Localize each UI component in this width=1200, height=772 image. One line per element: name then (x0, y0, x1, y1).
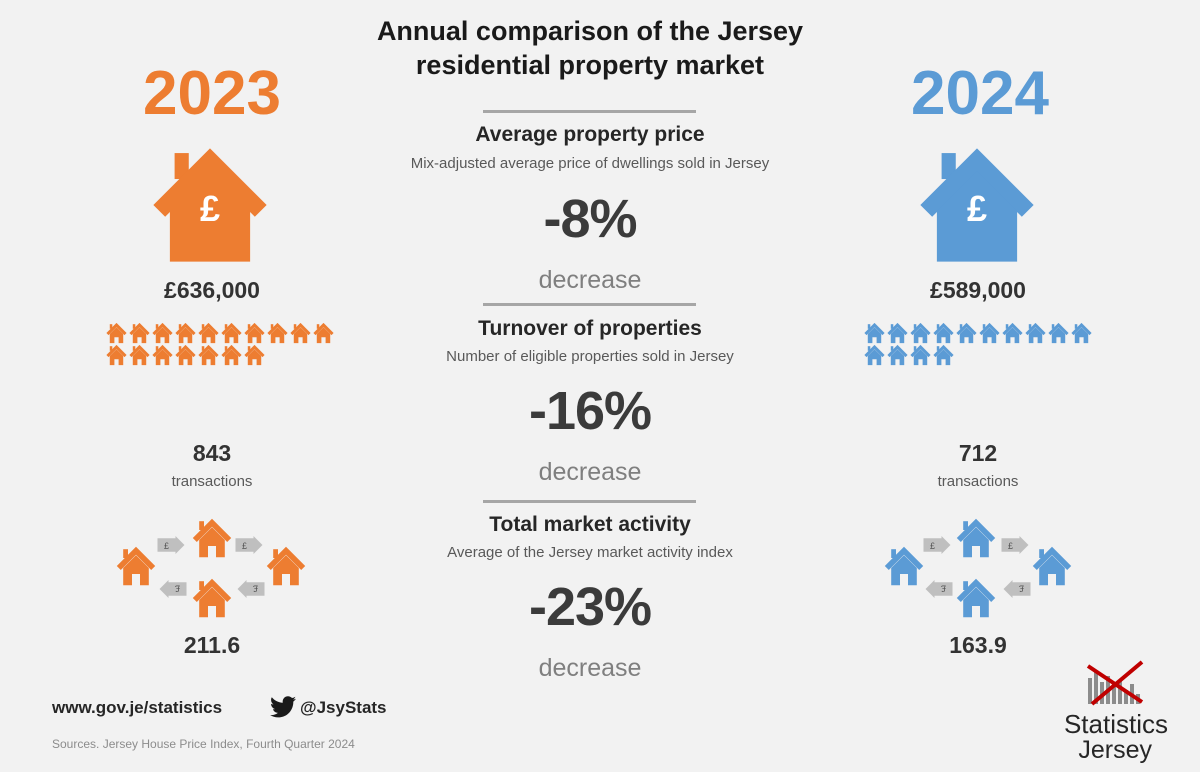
house-icon (1048, 322, 1069, 344)
year-2024: 2024 (911, 59, 1049, 128)
house-icon (106, 344, 127, 366)
money-arrow-icon (235, 536, 263, 554)
divider (483, 500, 696, 503)
money-arrow-icon (925, 580, 953, 598)
house-icon (192, 518, 232, 558)
section-subtitle-turnover: Number of eligible properties sold in Je… (446, 348, 734, 365)
house-icon (864, 322, 885, 344)
activity-value-2024: 163.9 (949, 632, 1007, 658)
transactions-pictogram-2024 (864, 322, 1104, 366)
market-activity-graphic-2024 (884, 518, 1072, 618)
logo-text-statistics: Statistics (1063, 709, 1168, 739)
sources-note: Sources. Jersey House Price Index, Fourt… (52, 737, 355, 751)
divider (483, 303, 696, 306)
money-arrow-icon (157, 536, 185, 554)
house-icon (1002, 322, 1023, 344)
money-arrow-icon (1003, 580, 1031, 598)
house-icon (244, 344, 265, 366)
price-2023: £636,000 (164, 277, 260, 303)
turnover-change-direction: decrease (538, 458, 642, 486)
section-heading-activity: Total market activity (489, 513, 691, 536)
house-icon (910, 322, 931, 344)
transactions-count-2023: 843 (192, 440, 232, 466)
price-change: -8% (543, 189, 637, 249)
twitter-handle-link[interactable]: @JsyStats (300, 698, 387, 717)
website-link[interactable]: www.gov.je/statistics (52, 698, 223, 717)
house-icon (106, 322, 127, 344)
house-icon (956, 518, 996, 558)
house-icon (244, 322, 265, 344)
house-icon (192, 578, 232, 618)
house-icon (198, 344, 219, 366)
house-icon (1071, 322, 1092, 344)
section-subtitle-price: Mix-adjusted average price of dwellings … (410, 155, 770, 172)
section-heading-turnover: Turnover of properties (478, 317, 702, 340)
house-icon (266, 546, 306, 586)
house-icon (221, 322, 242, 344)
house-icon (910, 344, 931, 366)
house-icon (1025, 322, 1046, 344)
price-2024: £589,000 (930, 277, 1026, 303)
market-activity-graphic-2023 (116, 518, 306, 618)
house-icon (887, 322, 908, 344)
house-icon (198, 322, 219, 344)
house-icon (933, 344, 954, 366)
pound-icon: £ (967, 188, 987, 229)
house-icon (887, 344, 908, 366)
statistics-jersey-logo (1086, 660, 1144, 706)
house-icon (1032, 546, 1072, 586)
transactions-count-2024: 712 (958, 440, 998, 466)
year-2023: 2023 (143, 59, 281, 128)
section-subtitle-activity: Average of the Jersey market activity in… (447, 544, 733, 561)
house-icon (116, 546, 156, 586)
money-arrow-icon (237, 580, 265, 598)
money-arrow-icon (159, 580, 187, 598)
pound-icon: £ (200, 188, 220, 229)
page-title: Annual comparison of the Jersey resident… (376, 16, 804, 80)
house-icon (884, 546, 924, 586)
twitter-bird-icon (270, 696, 296, 718)
house-icon (267, 322, 288, 344)
house-icon (175, 344, 196, 366)
house-icon (175, 322, 196, 344)
house-icon (979, 322, 1000, 344)
activity-change: -23% (528, 577, 652, 637)
divider (483, 110, 696, 113)
house-icon (129, 344, 150, 366)
house-icon (152, 322, 173, 344)
transactions-pictogram-2023 (106, 322, 346, 366)
house-icon (290, 322, 311, 344)
price-change-direction: decrease (538, 266, 642, 294)
house-icon (313, 322, 334, 344)
house-icon (956, 578, 996, 618)
house-icon (933, 322, 954, 344)
turnover-change: -16% (528, 381, 652, 441)
house-icon: £ (912, 146, 1042, 264)
house-icon (129, 322, 150, 344)
house-icon (864, 344, 885, 366)
house-icon (152, 344, 173, 366)
house-icon (221, 344, 242, 366)
activity-value-2023: 211.6 (183, 632, 241, 658)
house-icon: £ (145, 146, 275, 264)
activity-change-direction: decrease (538, 654, 642, 682)
house-icon (956, 322, 977, 344)
transactions-label-2024: transactions (937, 473, 1019, 490)
logo-text-jersey: Jersey (1078, 736, 1152, 764)
section-heading-price: Average property price (475, 123, 705, 146)
money-arrow-icon (923, 536, 951, 554)
money-arrow-icon (1001, 536, 1029, 554)
transactions-label-2023: transactions (171, 473, 253, 490)
